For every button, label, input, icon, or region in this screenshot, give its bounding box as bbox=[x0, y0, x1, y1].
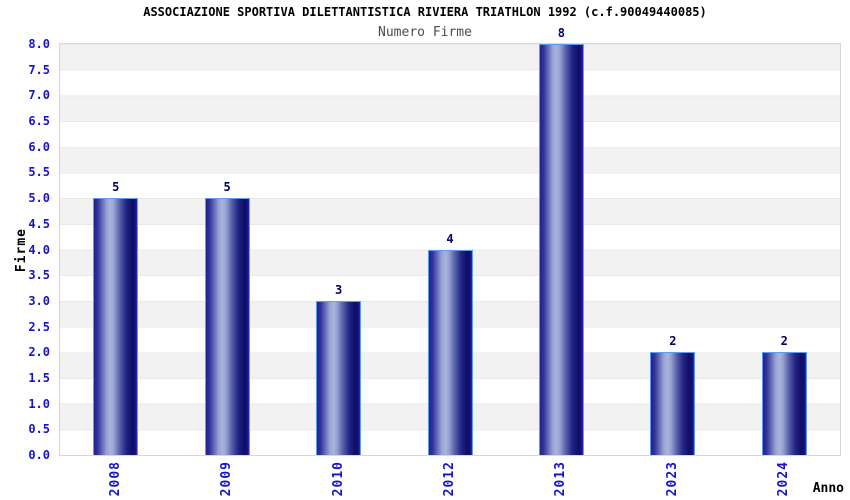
bar-value-label: 3 bbox=[334, 282, 343, 297]
bar-value-label: 8 bbox=[557, 26, 566, 40]
bar-value-label: 4 bbox=[446, 231, 454, 246]
y-tick-label: 2.0 bbox=[28, 345, 50, 360]
chart-subtitle: Numero Firme bbox=[378, 25, 472, 40]
y-tick-label: 5.0 bbox=[28, 191, 50, 206]
bar-2010 bbox=[316, 300, 362, 455]
x-axis-title: Anno bbox=[812, 481, 844, 496]
y-tick-label: 3.0 bbox=[28, 293, 50, 308]
x-tick-label: 2010 bbox=[330, 461, 346, 497]
bar-value-label: 5 bbox=[112, 180, 120, 195]
y-tick-label: 4.0 bbox=[28, 242, 50, 257]
y-tick-label: 4.5 bbox=[28, 216, 50, 231]
y-tick-label: 8.0 bbox=[28, 37, 50, 51]
bar-2008 bbox=[93, 198, 139, 455]
y-tick-label: 6.0 bbox=[28, 139, 50, 154]
y-tick-label: 6.5 bbox=[28, 114, 50, 129]
bar-value-label: 2 bbox=[669, 334, 677, 349]
bar-value-label: 2 bbox=[780, 334, 788, 349]
bar-value-label: 5 bbox=[223, 180, 231, 195]
x-tick-label: 2024 bbox=[776, 461, 792, 497]
y-tick-label: 7.0 bbox=[28, 88, 50, 103]
y-tick-label: 2.5 bbox=[28, 319, 50, 334]
bar-2023 bbox=[650, 352, 696, 455]
x-tick-label: 2008 bbox=[107, 461, 123, 497]
y-tick-label: 5.5 bbox=[28, 165, 50, 180]
x-tick-label: 2009 bbox=[219, 461, 235, 497]
x-tick-label: 2013 bbox=[553, 461, 569, 497]
bar-2013 bbox=[538, 44, 584, 455]
y-tick-label: 7.5 bbox=[28, 62, 50, 77]
bar-2024 bbox=[761, 352, 807, 455]
plot-area: 5 5 3 4 8 2 2 bbox=[59, 26, 841, 456]
chart-title: ASSOCIAZIONE SPORTIVA DILETTANTISTICA RI… bbox=[143, 5, 707, 19]
y-tick-label: 0.5 bbox=[28, 422, 50, 437]
y-tick-label: 1.5 bbox=[28, 370, 50, 385]
y-tick-label: 1.0 bbox=[28, 396, 50, 411]
bar-2009 bbox=[204, 198, 250, 455]
x-tick-label: 2012 bbox=[442, 461, 457, 497]
y-tick-label: 0.0 bbox=[28, 448, 50, 462]
bar-2012 bbox=[427, 249, 473, 455]
x-tick-label: 2023 bbox=[664, 461, 680, 497]
y-tick-label: 3.5 bbox=[28, 268, 50, 283]
